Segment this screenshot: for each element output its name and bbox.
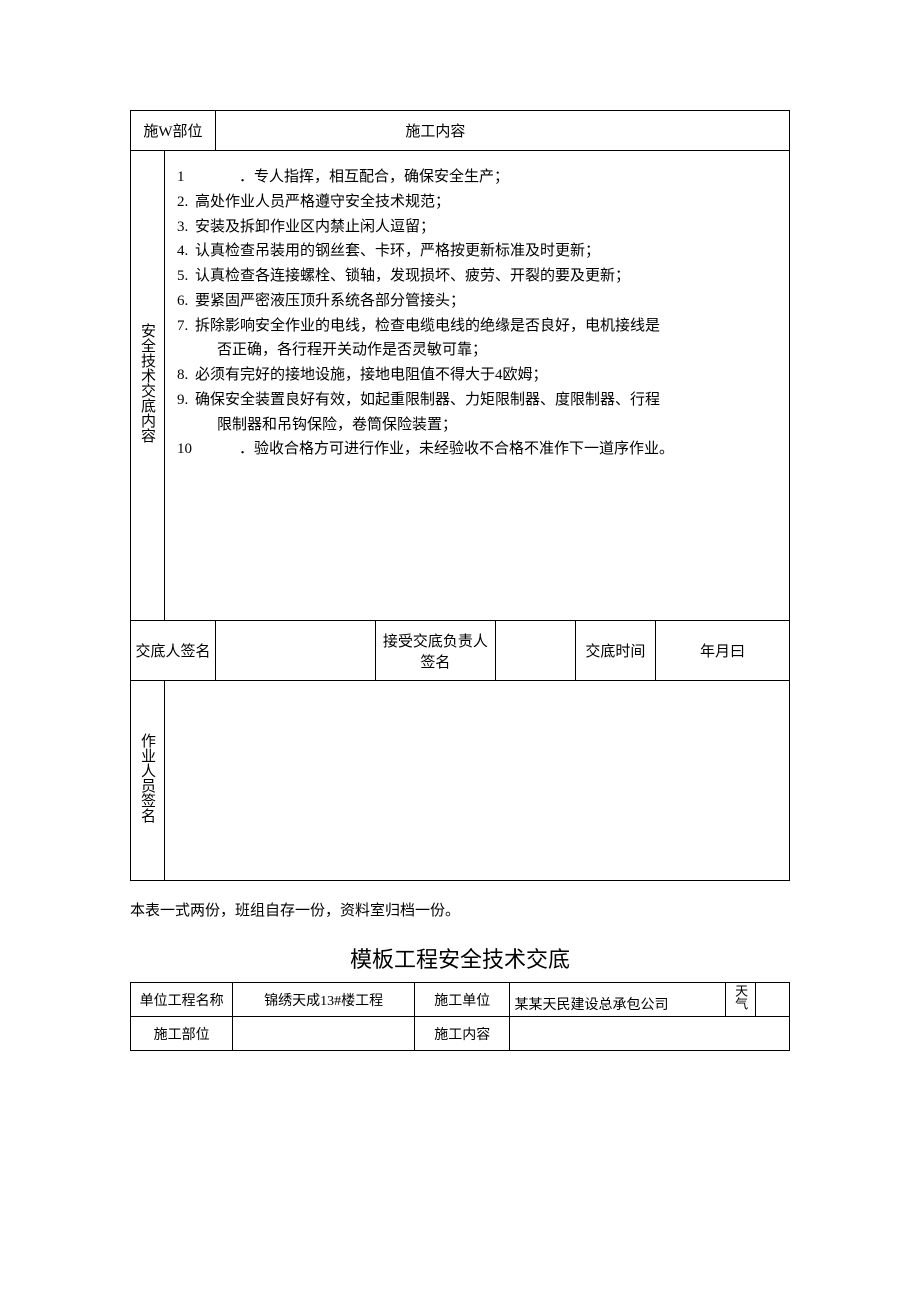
safety-disclosure-table: 施W部位 施工内容 安全技术交底内容 1 ．专人指挥，相互配合，确保安全生产；2…: [130, 110, 790, 881]
time-value: 年月曰: [655, 621, 789, 681]
list-item: 4. 认真检查吊装用的钢丝套、卡环，严格按更新标准及时更新；: [177, 239, 777, 264]
item-number: 10: [177, 437, 209, 462]
table-row: 单位工程名称 锦绣天成13#楼工程 施工单位 某某天民建设总承包公司 天气: [131, 983, 790, 1017]
time-label: 交底时间: [575, 621, 655, 681]
contractor-value: 某某天民建设总承包公司: [510, 983, 726, 1017]
signature-row: 交底人签名 接受交底负责人签名 交底时间 年月曰: [131, 621, 790, 681]
item-text: 确保安全装置良好有效，如起重限制器、力矩限制器、度限制器、行程: [195, 388, 777, 413]
item-text: ．专人指挥，相互配合，确保安全生产；: [209, 165, 777, 190]
contractor-label: 施工单位: [415, 983, 510, 1017]
item-text: 认真检查吊装用的钢丝套、卡环，严格按更新标准及时更新；: [195, 239, 777, 264]
section-title: 模板工程安全技术交底: [130, 942, 790, 974]
project-name-value: 锦绣天成13#楼工程: [233, 983, 415, 1017]
item-number: 8.: [177, 363, 195, 388]
list-item: 7. 拆除影响安全作业的电线，检查电缆电线的绝缘是否良好，电机接线是否正确，各行…: [177, 314, 777, 364]
receiver-label: 接受交底负责人签名: [375, 621, 495, 681]
item-continuation: 限制器和吊钩保险，卷筒保险装置；: [177, 413, 777, 438]
list-item: 3. 安装及拆卸作业区内禁止闲人逗留；: [177, 215, 777, 240]
list-item: 9. 确保安全装置良好有效，如起重限制器、力矩限制器、度限制器、行程限制器和吊钩…: [177, 388, 777, 438]
disclosure-person-label-text: 交底人签名: [132, 640, 214, 661]
content2-value: [510, 1017, 790, 1051]
project-info-table: 单位工程名称 锦绣天成13#楼工程 施工单位 某某天民建设总承包公司 天气 施工…: [130, 982, 790, 1051]
item-number: 7.: [177, 314, 195, 339]
item-text: 安装及拆卸作业区内禁止闲人逗留；: [195, 215, 777, 240]
table-row: 施工部位 施工内容: [131, 1017, 790, 1051]
list-item: 1 ．专人指挥，相互配合，确保安全生产；: [177, 165, 777, 190]
weather-value: [755, 983, 789, 1017]
item-number: 2.: [177, 190, 195, 215]
item-number: 4.: [177, 239, 195, 264]
list-item: 6. 要紧固严密液压顶升系统各部分管接头；: [177, 289, 777, 314]
content-list: 1 ．专人指挥，相互配合，确保安全生产；2. 高处作业人员严格遵守安全技术规范；…: [177, 165, 777, 462]
item-number: 3.: [177, 215, 195, 240]
content-body: 1 ．专人指挥，相互配合，确保安全生产；2. 高处作业人员严格遵守安全技术规范；…: [165, 151, 790, 621]
worker-signature-row: 作业人员签名: [131, 681, 790, 881]
location-row: 施W部位 施工内容: [131, 111, 790, 151]
item-text: 拆除影响安全作业的电线，检查电缆电线的绝缘是否良好，电机接线是: [195, 314, 777, 339]
location2-value: [233, 1017, 415, 1051]
location-value-left: [215, 111, 375, 151]
worker-sig-value: [165, 681, 790, 881]
list-item: 10 ．验收合格方可进行作业，未经验收不合格不准作下一道序作业。: [177, 437, 777, 462]
content-row: 安全技术交底内容 1 ．专人指挥，相互配合，确保安全生产；2. 高处作业人员严格…: [131, 151, 790, 621]
footer-note: 本表一式两份，班组自存一份，资料室归档一份。: [130, 899, 790, 920]
item-text: 认真检查各连接螺栓、锁轴，发现损坏、疲劳、开裂的要及更新；: [195, 264, 777, 289]
worker-sig-label: 作业人员签名: [137, 733, 158, 823]
item-text: 必须有完好的接地设施，接地电阻值不得大于4欧姆；: [195, 363, 777, 388]
item-text: 高处作业人员严格遵守安全技术规范；: [195, 190, 777, 215]
receiver-value: [495, 621, 575, 681]
content-vertical-label-cell: 安全技术交底内容: [131, 151, 165, 621]
list-item: 2. 高处作业人员严格遵守安全技术规范；: [177, 190, 777, 215]
weather-label: 天气: [731, 984, 750, 1010]
item-continuation: 否正确，各行程开关动作是否灵敏可靠；: [177, 338, 777, 363]
item-number: 5.: [177, 264, 195, 289]
item-text: 要紧固严密液压顶升系统各部分管接头；: [195, 289, 777, 314]
item-number: 1: [177, 165, 209, 190]
content-label-top: 施工内容: [375, 111, 495, 151]
weather-label-cell: 天气: [726, 983, 756, 1017]
disclosure-person-value: [215, 621, 375, 681]
content2-label: 施工内容: [415, 1017, 510, 1051]
item-text: ．验收合格方可进行作业，未经验收不合格不准作下一道序作业。: [209, 437, 777, 462]
list-item: 8. 必须有完好的接地设施，接地电阻值不得大于4欧姆；: [177, 363, 777, 388]
location-value-right: [495, 111, 789, 151]
content-vertical-label: 安全技术交底内容: [137, 323, 158, 443]
project-name-label: 单位工程名称: [131, 983, 233, 1017]
list-item: 5. 认真检查各连接螺栓、锁轴，发现损坏、疲劳、开裂的要及更新；: [177, 264, 777, 289]
location2-label: 施工部位: [131, 1017, 233, 1051]
receiver-label-text: 接受交底负责人签名: [377, 630, 494, 672]
worker-sig-label-cell: 作业人员签名: [131, 681, 165, 881]
location-label: 施W部位: [131, 111, 216, 151]
disclosure-person-label: 交底人签名: [131, 621, 216, 681]
item-number: 6.: [177, 289, 195, 314]
item-number: 9.: [177, 388, 195, 413]
